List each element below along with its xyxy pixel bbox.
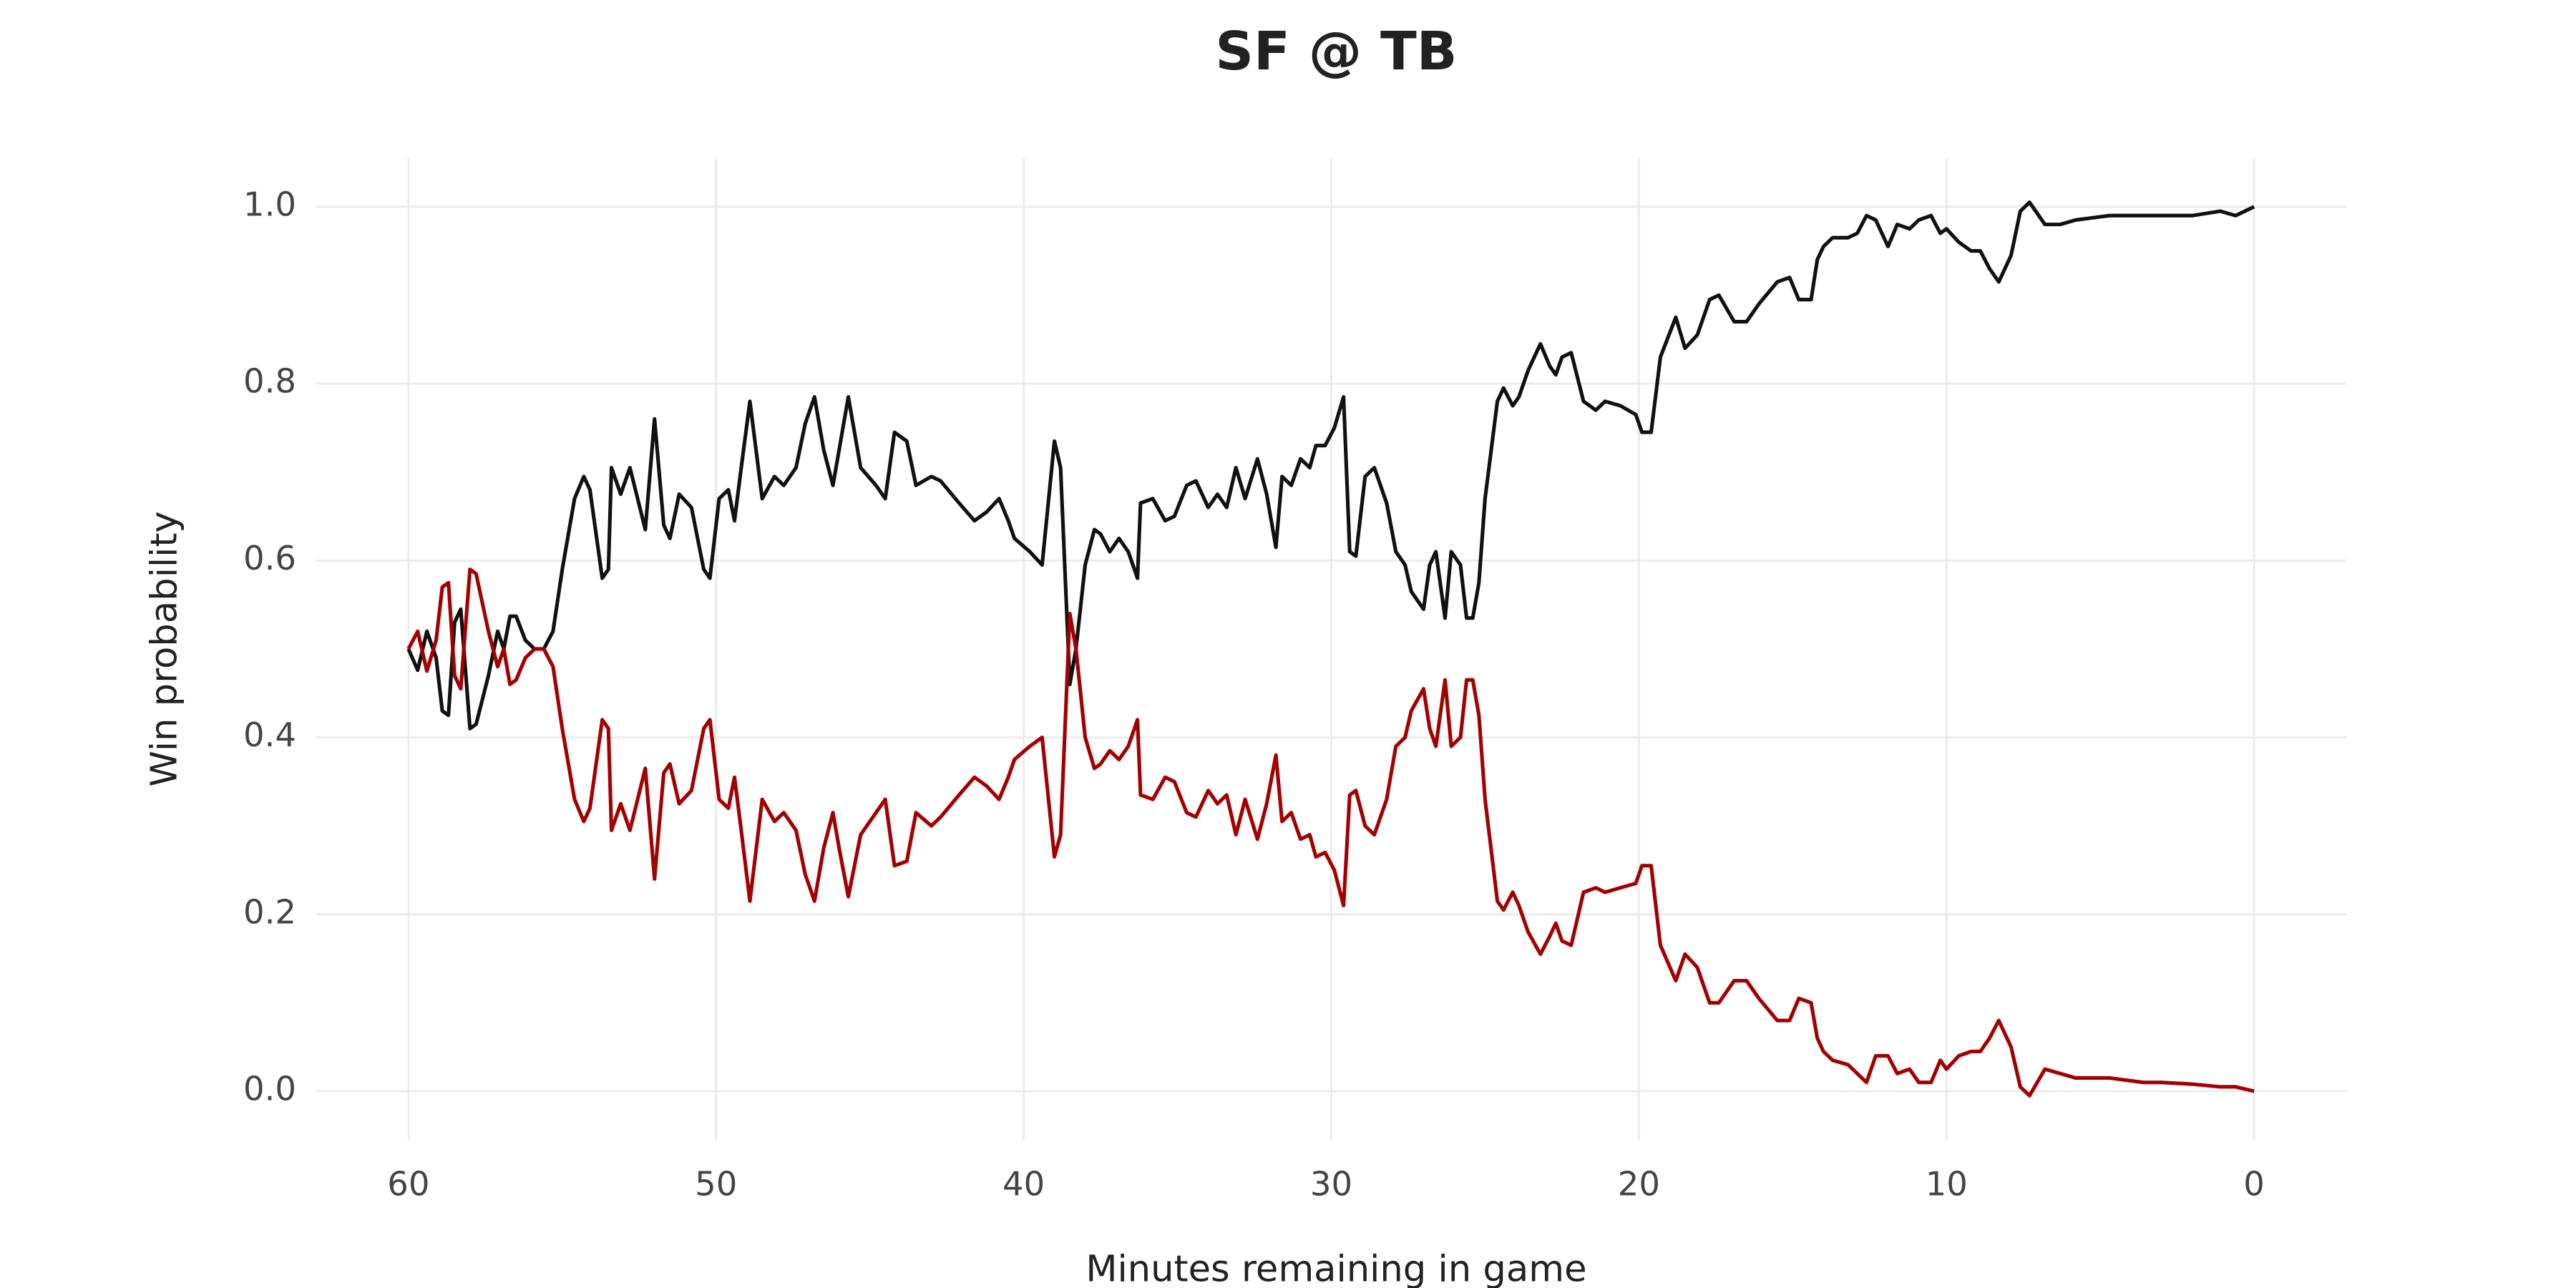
x-tick-label: 20 xyxy=(1618,1165,1660,1204)
y-axis-title: Win probability xyxy=(144,511,186,786)
chart-title: SF @ TB xyxy=(1215,20,1457,82)
y-tick-label: 0.8 xyxy=(243,362,296,401)
y-tick-label: 1.0 xyxy=(243,185,296,223)
series-line xyxy=(406,200,2255,731)
x-tick-label: 60 xyxy=(387,1165,429,1204)
y-tick-label: 0.4 xyxy=(243,716,296,754)
x-axis-title: Minutes remaining in game xyxy=(1085,1249,1586,1288)
x-tick-label: 40 xyxy=(1002,1165,1045,1204)
x-tick-label: 0 xyxy=(2243,1165,2265,1204)
x-tick-label: 50 xyxy=(695,1165,737,1204)
y-tick-label: 0.2 xyxy=(243,892,296,931)
x-tick-label: 30 xyxy=(1310,1165,1352,1204)
y-tick-label: 0.6 xyxy=(243,539,296,577)
series-line xyxy=(406,567,2255,1098)
y-tick-label: 0.0 xyxy=(243,1070,296,1108)
x-tick-label: 10 xyxy=(1926,1165,1968,1204)
